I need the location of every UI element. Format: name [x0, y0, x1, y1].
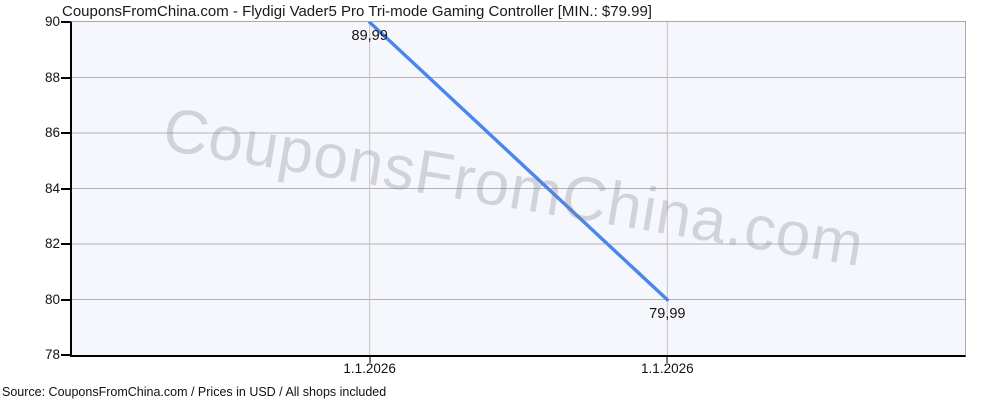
y-axis-tick-mark [61, 187, 70, 190]
source-note: Source: CouponsFromChina.com / Prices in… [2, 385, 387, 399]
y-axis-tick-label: 86 [44, 125, 60, 140]
x-axis-tick-label: 1.1.2026 [343, 361, 396, 376]
y-axis-tick-label: 90 [44, 14, 60, 29]
plot-area: CouponsFromChina.com 89,99 79,99 [70, 21, 966, 357]
y-axis-tick-mark [61, 132, 70, 134]
y-axis-tick-mark [61, 243, 70, 245]
chart-title: CouponsFromChina.com - Flydigi Vader5 Pr… [62, 3, 652, 20]
data-point-label: 79,99 [649, 305, 686, 322]
y-axis-tick-label: 82 [44, 236, 60, 251]
y-axis-tick-label: 80 [44, 291, 60, 307]
y-axis-tick-mark [61, 21, 70, 23]
x-axis-tick-mark [368, 357, 371, 363]
x-axis-tick-mark [666, 357, 669, 363]
y-axis-tick-label: 88 [44, 69, 60, 85]
price-line-svg [72, 22, 965, 355]
y-axis-tick-mark [61, 76, 70, 79]
y-axis-tick-mark [61, 354, 70, 356]
y-axis-tick-label: 84 [44, 180, 60, 196]
x-axis-tick-label: 1.1.2026 [641, 361, 694, 376]
data-point-label: 89,99 [351, 28, 388, 45]
price-line [367, 22, 670, 302]
y-axis-tick-label: 78 [44, 347, 60, 362]
y-axis-tick-mark [61, 298, 70, 301]
